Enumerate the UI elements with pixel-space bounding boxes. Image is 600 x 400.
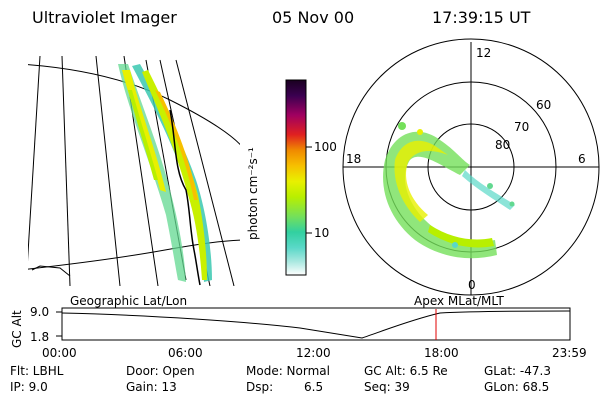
- x-tick-0600: 06:00: [168, 346, 203, 360]
- x-tick-0000: 00:00: [42, 346, 77, 360]
- y-tick-9: 9.0: [30, 305, 50, 319]
- dsp-label: Dsp:: [246, 380, 274, 394]
- glat-info: GLat: -47.3: [484, 364, 551, 378]
- auroral-emission-map: [118, 64, 212, 286]
- auroral-oval: [383, 122, 515, 259]
- lat-label-80: 80: [495, 138, 511, 152]
- mlt-label-18: 18: [346, 152, 362, 166]
- time-label: 17:39:15 UT: [432, 8, 531, 27]
- glon-info: GLon: 68.5: [484, 380, 550, 394]
- y-tick-1_8: 1.8: [30, 330, 50, 344]
- x-tick-2359: 23:59: [552, 346, 587, 360]
- mlt-label-6: 6: [578, 152, 586, 166]
- instrument-title: Ultraviolet Imager: [32, 8, 177, 27]
- filter-info: Flt: LBHL: [10, 364, 64, 378]
- longitude-line: [95, 56, 121, 286]
- apex-mlat-mlt-label: Apex MLat/MLT: [414, 294, 504, 308]
- colorbar-tick-100: 100: [314, 140, 337, 154]
- dsp-value: 6.5: [304, 380, 324, 394]
- geographic-latlon-label: Geographic Lat/Lon: [70, 294, 188, 308]
- longitude-line: [28, 56, 41, 262]
- ip-info: IP: 9.0: [10, 380, 48, 394]
- x-tick-1200: 12:00: [296, 346, 331, 360]
- lat-label-70: 70: [514, 120, 530, 134]
- colorbar-tick-10: 10: [314, 226, 330, 240]
- latitude-line: [28, 64, 240, 146]
- date-label: 05 Nov 00: [272, 8, 355, 27]
- longitude-line: [175, 59, 235, 286]
- x-tick-1800: 18:00: [424, 346, 459, 360]
- mlt-label-12: 12: [476, 46, 492, 60]
- seq-info: Seq: 39: [364, 380, 410, 394]
- mode-info: Mode: Normal: [246, 364, 330, 378]
- mlt-label-0: 0: [468, 278, 476, 292]
- gain-info: Gain: 13: [126, 380, 177, 394]
- longitude-line: [61, 56, 71, 286]
- door-info: Door: Open: [126, 364, 195, 378]
- altitude-curve: [61, 310, 571, 339]
- lat-label-60: 60: [536, 98, 552, 112]
- gc-alt-info: GC Alt: 6.5 Re: [364, 364, 448, 378]
